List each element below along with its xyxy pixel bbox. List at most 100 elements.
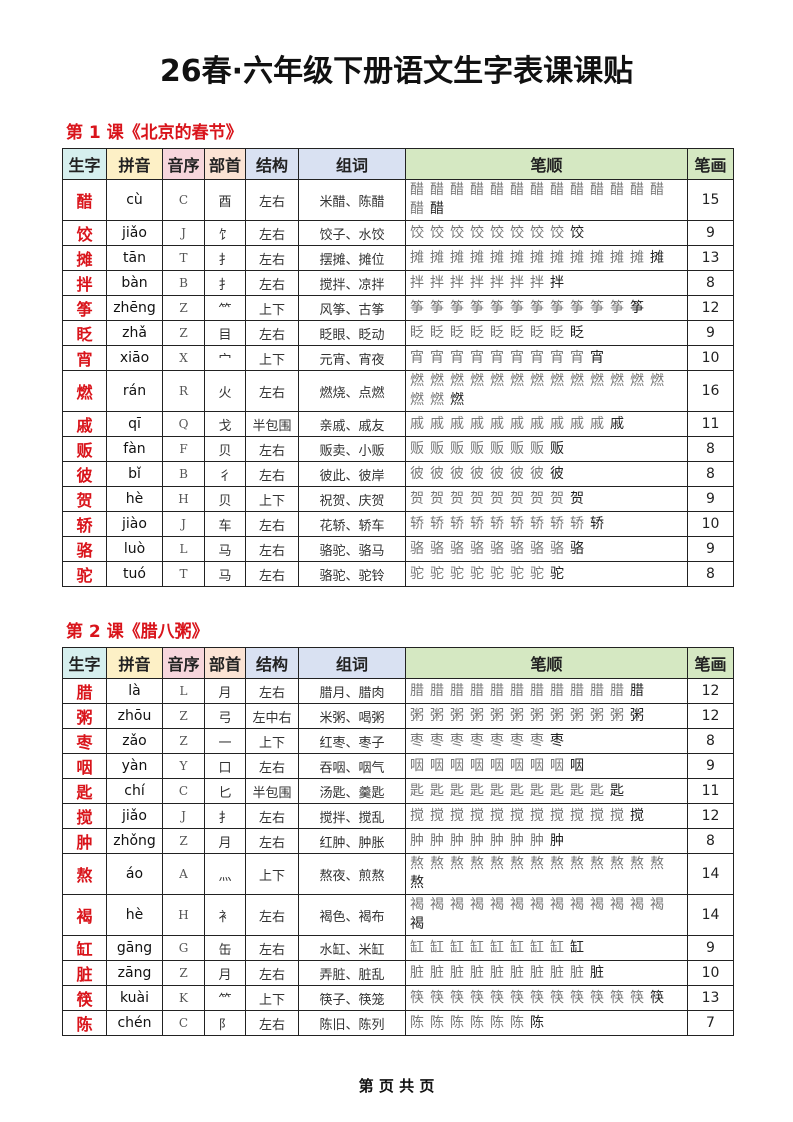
cell-radical: 扌 <box>204 803 246 829</box>
stroke-step: 醋 <box>610 182 624 198</box>
cell-pinyin: jiǎo <box>106 803 163 829</box>
stroke-step: 熬 <box>470 856 484 872</box>
stroke-order-cell: 戚戚戚戚戚戚戚戚戚戚戚 <box>405 411 688 437</box>
stroke-step: 陈 <box>530 1014 544 1031</box>
cell-seq: K <box>162 985 205 1011</box>
stroke-step: 醋 <box>410 201 424 217</box>
stroke-step: 摊 <box>570 249 584 266</box>
stroke-step: 宵 <box>430 349 444 366</box>
stroke-step: 筷 <box>490 989 504 1006</box>
stroke-step: 脏 <box>410 964 424 981</box>
stroke-step: 彼 <box>450 465 464 482</box>
stroke-step: 贩 <box>430 440 444 457</box>
cell-stroke-count: 12 <box>687 295 734 321</box>
stroke-step: 拌 <box>430 274 444 291</box>
cell-stroke-count: 8 <box>687 461 734 487</box>
cell-radical: 贝 <box>204 436 246 462</box>
cell-pinyin: bǐ <box>106 461 163 487</box>
cell-words: 眨眼、眨动 <box>298 320 406 346</box>
cell-seq: J <box>162 511 205 537</box>
cell-seq: Z <box>162 295 205 321</box>
stroke-step: 戚 <box>590 415 604 432</box>
stroke-step: 缸 <box>430 939 444 956</box>
stroke-step: 陈 <box>450 1014 464 1031</box>
stroke-order-cell: 眨眨眨眨眨眨眨眨眨 <box>405 320 688 346</box>
stroke-step: 燃 <box>550 373 564 389</box>
cell-char: 褐 <box>62 894 107 936</box>
cell-char: 枣 <box>62 728 107 754</box>
cell-radical: 弓 <box>204 703 246 729</box>
cell-words: 汤匙、羹匙 <box>298 778 406 804</box>
cell-pinyin: qī <box>106 411 163 437</box>
stroke-step: 饺 <box>430 224 444 241</box>
stroke-step: 眨 <box>570 324 584 341</box>
cell-structure: 上下 <box>245 295 299 321</box>
stroke-step: 驼 <box>430 565 444 582</box>
stroke-step: 褐 <box>530 897 544 913</box>
stroke-step: 骆 <box>530 540 544 557</box>
stroke-step: 彼 <box>470 465 484 482</box>
stroke-step: 驼 <box>450 565 464 582</box>
stroke-step: 骆 <box>410 540 424 557</box>
cell-pinyin: cù <box>106 179 163 221</box>
header-row: 生字 拼音 音序 部首 结构 组词 笔顺 笔画 <box>62 647 734 679</box>
stroke-order-cell: 腊腊腊腊腊腊腊腊腊腊腊腊 <box>405 678 688 704</box>
cell-radical: 衤 <box>204 894 246 936</box>
table-row: 熬 áo A 灬上下 熬夜、煎熬熬熬熬熬熬熬熬熬熬熬熬熬熬熬 14 <box>62 853 734 895</box>
stroke-step: 缸 <box>470 939 484 956</box>
cell-char: 彼 <box>62 461 107 487</box>
stroke-step: 匙 <box>430 782 444 799</box>
cell-structure: 左右 <box>245 828 299 854</box>
cell-char: 饺 <box>62 220 107 246</box>
stroke-step: 匙 <box>570 782 584 799</box>
stroke-step: 彼 <box>510 465 524 482</box>
cell-radical: 目 <box>204 320 246 346</box>
cell-structure: 左右 <box>245 461 299 487</box>
stroke-step: 搅 <box>550 807 564 824</box>
stroke-step: 枣 <box>530 732 544 749</box>
stroke-step: 摊 <box>630 249 644 266</box>
stroke-step: 饺 <box>490 224 504 241</box>
stroke-order-cell: 筷筷筷筷筷筷筷筷筷筷筷筷筷 <box>405 985 688 1011</box>
table-row: 枣 zǎo Z 一上下 红枣、枣子枣枣枣枣枣枣枣枣 8 <box>62 728 734 754</box>
cell-char: 轿 <box>62 511 107 537</box>
stroke-step: 匙 <box>530 782 544 799</box>
stroke-step: 戚 <box>510 415 524 432</box>
table-row: 咽 yàn Y 口左右 吞咽、咽气咽咽咽咽咽咽咽咽咽 9 <box>62 753 734 779</box>
stroke-step: 腊 <box>530 682 544 699</box>
cell-pinyin: zhǎ <box>106 320 163 346</box>
cell-seq: Z <box>162 728 205 754</box>
cell-seq: B <box>162 461 205 487</box>
stroke-step: 缸 <box>570 939 584 956</box>
stroke-step: 燃 <box>610 373 624 389</box>
cell-structure: 上下 <box>245 853 299 895</box>
stroke-step: 缸 <box>450 939 464 956</box>
cell-stroke-count: 12 <box>687 803 734 829</box>
cell-seq: L <box>162 536 205 562</box>
stroke-step: 搅 <box>490 807 504 824</box>
stroke-step: 贺 <box>490 490 504 507</box>
lesson-1-title: 第 1 课《北京的春节》 <box>66 123 243 143</box>
stroke-step: 筷 <box>650 989 664 1006</box>
stroke-step: 肿 <box>470 832 484 849</box>
stroke-step: 戚 <box>530 415 544 432</box>
table-row: 驼 tuó T 马左右 骆驼、驼铃驼驼驼驼驼驼驼驼 8 <box>62 561 734 587</box>
stroke-step: 咽 <box>510 757 524 774</box>
cell-seq: Y <box>162 753 205 779</box>
stroke-step: 驼 <box>410 565 424 582</box>
stroke-step: 枣 <box>410 732 424 749</box>
stroke-step: 熬 <box>610 856 624 872</box>
stroke-step: 陈 <box>510 1014 524 1031</box>
stroke-step: 宵 <box>590 349 604 366</box>
stroke-step: 匙 <box>610 782 624 799</box>
stroke-step: 醋 <box>430 201 444 217</box>
stroke-step: 肿 <box>410 832 424 849</box>
stroke-order-cell: 咽咽咽咽咽咽咽咽咽 <box>405 753 688 779</box>
stroke-step: 戚 <box>490 415 504 432</box>
stroke-step: 熬 <box>510 856 524 872</box>
stroke-step: 脏 <box>490 964 504 981</box>
stroke-step: 粥 <box>570 707 584 724</box>
table-row: 骆 luò L 马左右 骆驼、骆马骆骆骆骆骆骆骆骆骆 9 <box>62 536 734 562</box>
stroke-order-cell: 粥粥粥粥粥粥粥粥粥粥粥粥 <box>405 703 688 729</box>
cell-radical: 马 <box>204 561 246 587</box>
